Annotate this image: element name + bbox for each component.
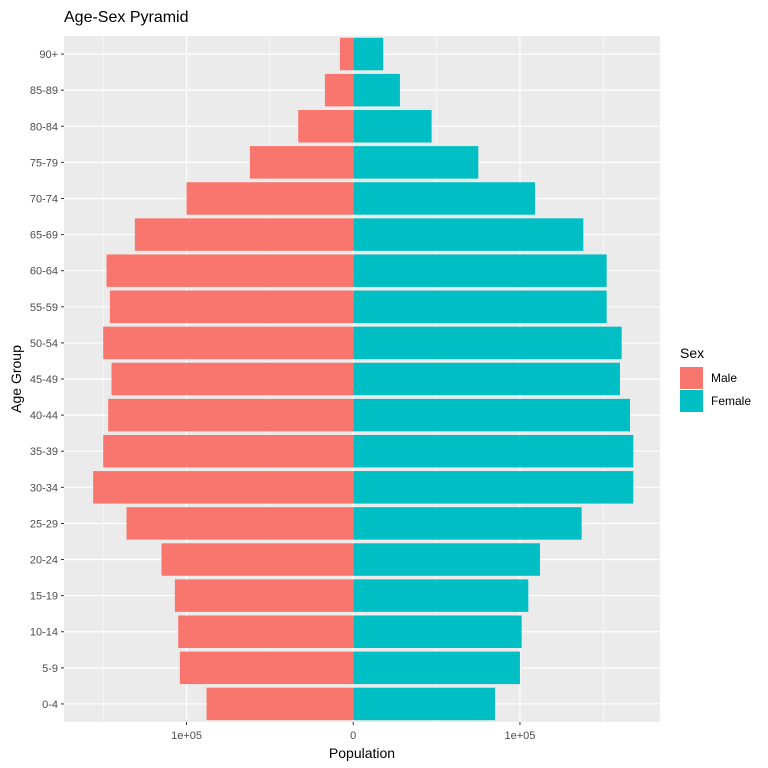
bar-male-30-34 — [93, 471, 354, 504]
y-tick-label: 25-29 — [30, 518, 58, 530]
bar-female-45-49 — [353, 362, 620, 396]
legend-label-male: Male — [711, 371, 737, 385]
bar-male-5-9 — [179, 651, 354, 685]
bar-female-50-54 — [353, 326, 622, 360]
x-tick-label: 1e+05 — [505, 730, 536, 742]
y-tick-label: 80-84 — [30, 121, 58, 133]
y-tick-label: 40-44 — [30, 410, 58, 422]
bar-female-70-74 — [353, 182, 535, 215]
y-tick-label: 30-34 — [30, 482, 58, 494]
bar-female-30-34 — [353, 471, 634, 504]
bar-female-15-19 — [353, 579, 529, 612]
legend-key-female — [680, 390, 703, 412]
legend-title: Sex — [680, 345, 704, 361]
bar-female-80-84 — [353, 110, 432, 143]
bar-male-90+ — [339, 37, 354, 71]
bar-female-10-14 — [353, 615, 522, 648]
bar-female-90+ — [353, 37, 384, 71]
bar-female-40-44 — [353, 398, 630, 432]
bar-male-45-49 — [111, 362, 354, 396]
bar-female-5-9 — [353, 651, 520, 685]
bar-male-75-79 — [249, 146, 354, 179]
y-tick-label: 75-79 — [30, 157, 58, 169]
y-tick-label: 5-9 — [42, 663, 58, 675]
bar-male-10-14 — [178, 615, 354, 648]
legend: Sex Male Female — [680, 345, 751, 412]
bar-female-0-4 — [353, 687, 495, 721]
bar-female-75-79 — [353, 146, 479, 179]
y-axis-title: Age Group — [8, 345, 24, 413]
bar-male-15-19 — [174, 579, 354, 612]
y-tick-label: 55-59 — [30, 302, 58, 314]
y-tick-label: 35-39 — [30, 446, 58, 458]
bar-male-40-44 — [108, 398, 354, 432]
x-tick-label: 0 — [350, 730, 356, 742]
bar-male-60-64 — [106, 254, 354, 287]
legend-label-female: Female — [711, 394, 751, 408]
bar-male-70-74 — [186, 182, 354, 215]
x-tick-label: 1e+05 — [171, 730, 202, 742]
bar-male-50-54 — [103, 326, 354, 360]
y-tick-label: 50-54 — [30, 338, 58, 350]
y-tick-label: 90+ — [39, 49, 58, 61]
bar-male-25-29 — [126, 507, 354, 540]
y-tick-label: 0-4 — [42, 699, 58, 711]
bar-female-60-64 — [353, 254, 607, 287]
x-axis-title: Population — [329, 745, 395, 761]
y-tick-label: 20-24 — [30, 555, 58, 567]
bars — [93, 37, 634, 721]
chart-title: Age-Sex Pyramid — [64, 9, 189, 26]
y-axis: 0-4 5-9 10-14 15-19 20-24 25-29 30-34 35-39 40-4… — [30, 49, 64, 711]
bar-male-65-69 — [134, 218, 354, 251]
x-axis: 1e+05 0 1e+05 — [171, 722, 535, 742]
bar-female-85-89 — [353, 73, 400, 107]
bar-female-65-69 — [353, 218, 584, 251]
y-tick-label: 70-74 — [30, 193, 58, 205]
bar-female-20-24 — [353, 543, 540, 576]
bar-female-55-59 — [353, 290, 607, 324]
bar-male-0-4 — [206, 687, 354, 721]
y-tick-label: 15-19 — [30, 591, 58, 603]
bar-male-55-59 — [109, 290, 354, 324]
bar-female-25-29 — [353, 507, 582, 540]
y-tick-label: 45-49 — [30, 374, 58, 386]
y-tick-label: 60-64 — [30, 266, 58, 278]
bar-male-85-89 — [324, 73, 354, 107]
bar-male-35-39 — [103, 434, 354, 468]
y-tick-label: 10-14 — [30, 627, 58, 639]
legend-key-male — [680, 367, 703, 389]
bar-male-80-84 — [298, 110, 354, 143]
y-tick-label: 85-89 — [30, 85, 58, 97]
bar-male-20-24 — [161, 543, 354, 576]
y-tick-label: 65-69 — [30, 230, 58, 242]
bar-female-35-39 — [353, 434, 634, 468]
